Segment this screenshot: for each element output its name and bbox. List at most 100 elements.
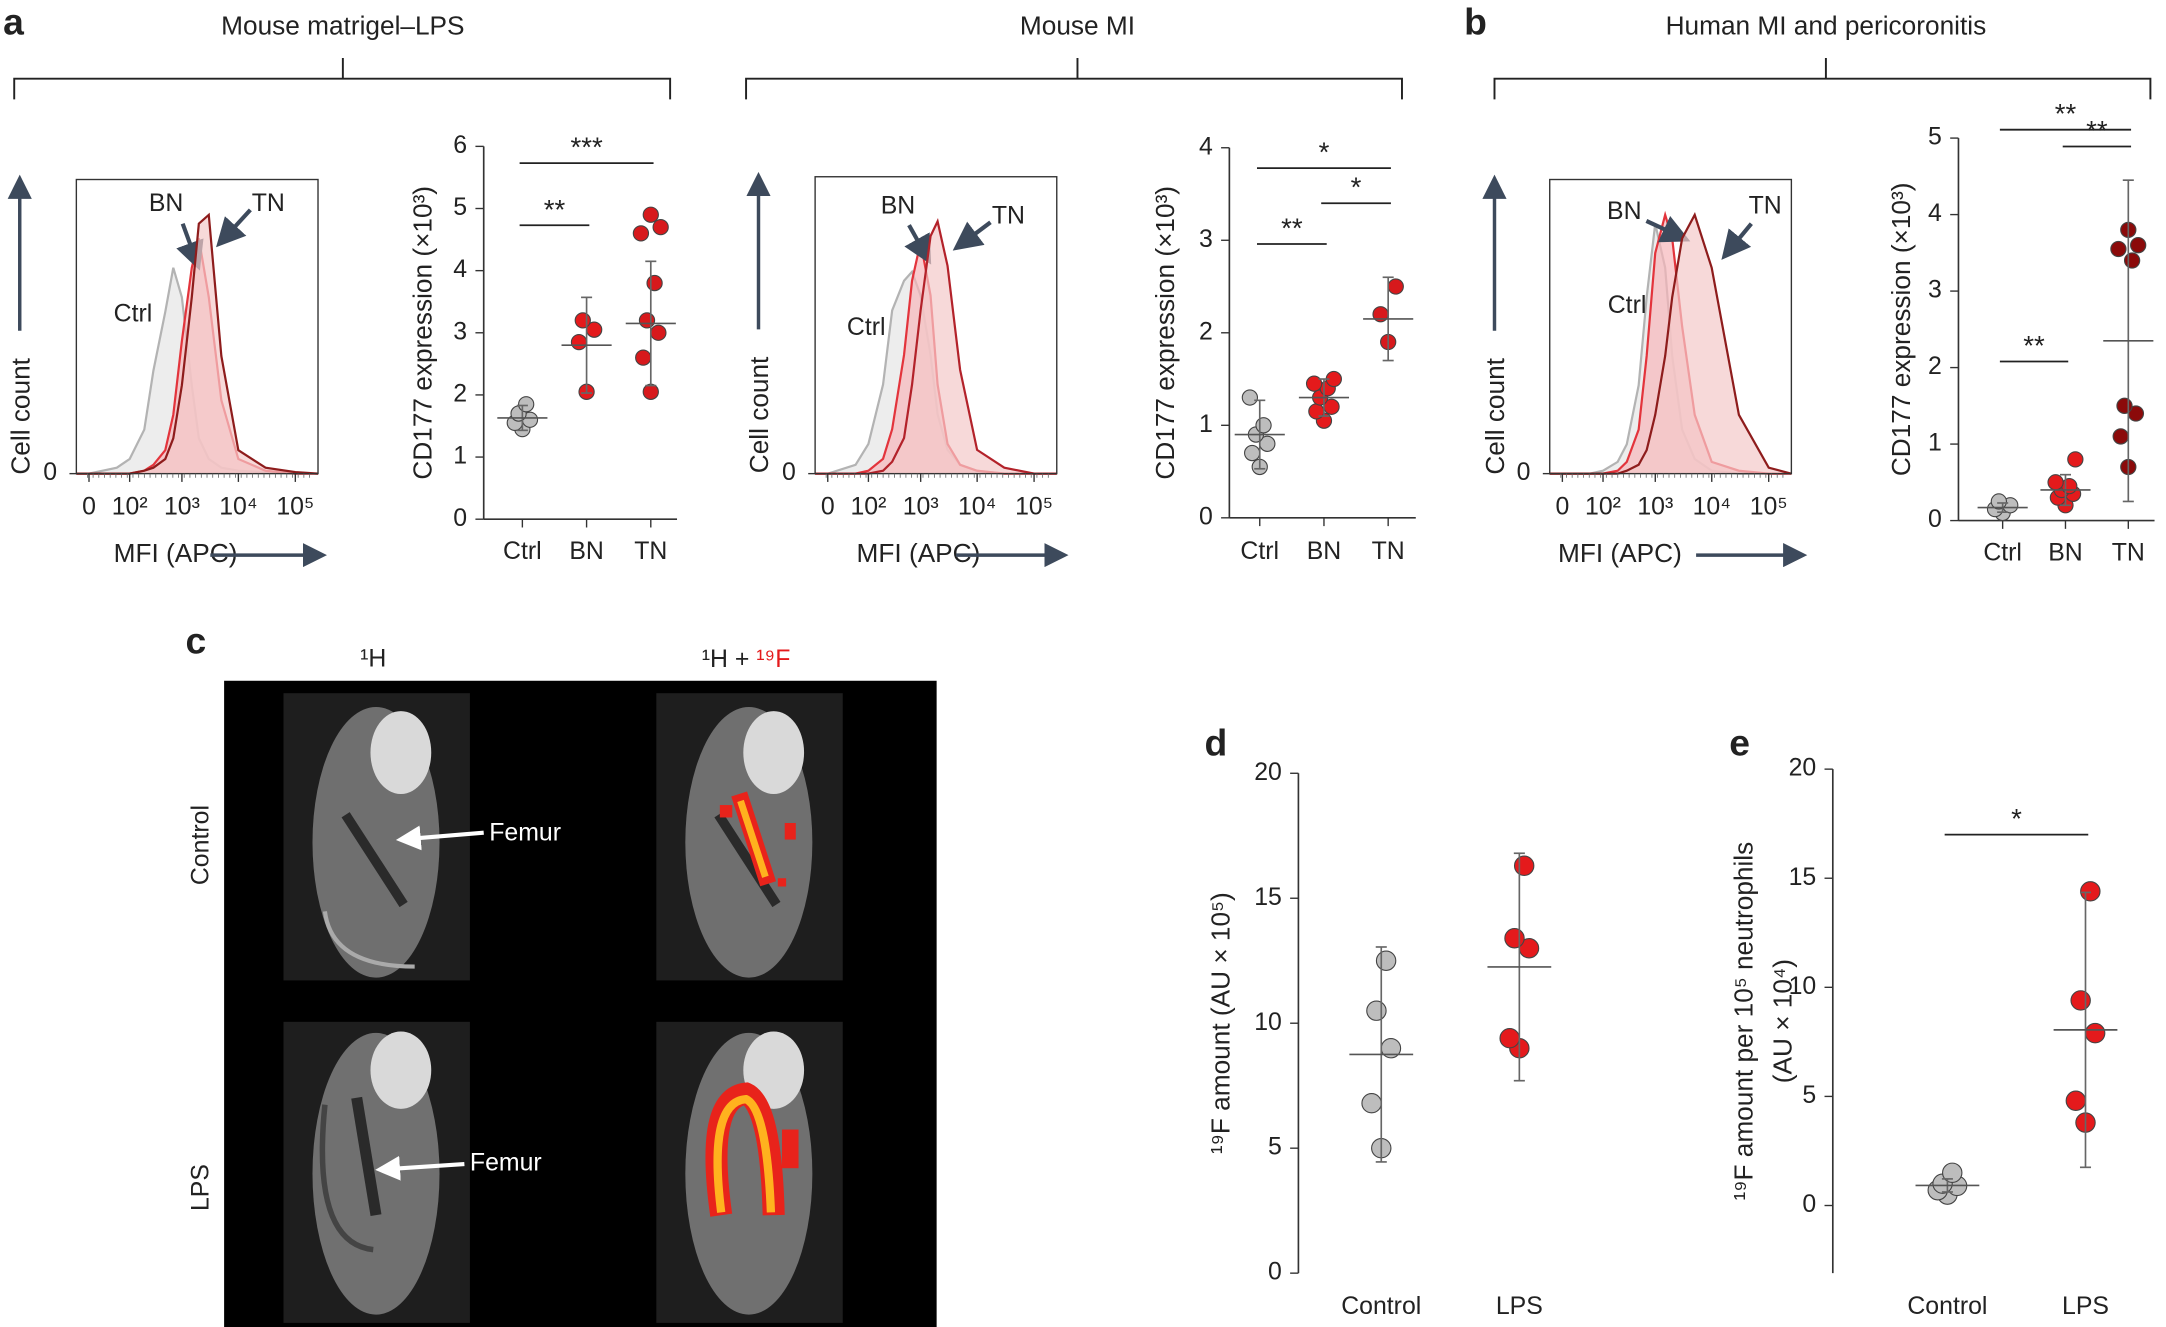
bracket [745,57,1403,100]
annotation: Femur [470,1150,542,1177]
y-tick-label: 15 [1254,884,1282,911]
mri-image [656,1021,843,1323]
x-axis-label: MFI (APC) [1558,538,1682,568]
significance-label: * [1351,172,1362,203]
y-tick-label: 0 [1268,1259,1282,1286]
y-axis-label: CD177 expression (×10³) [1886,183,1916,477]
series-label: TN [252,190,285,217]
x-tick-label: 10⁴ [219,494,257,521]
data-point [2112,428,2129,445]
column-label: ¹H + ¹⁹F [702,646,791,673]
y-tick-label: 0 [1802,1191,1816,1218]
significance-label: ** [1281,212,1303,243]
y-tick-label: 10 [1254,1009,1282,1036]
x-tick-label: 10⁵ [1750,494,1788,521]
dot-plot: 0 5 10 15 20 Control LPS ¹⁹F amount (AU × 10⁵) [1205,759,1552,1320]
x-tick-label: 10⁵ [276,494,314,521]
x-tick-label: 10³ [1637,494,1673,521]
y-axis-label: ¹⁹F amount per 10⁵ neutrophils [1729,842,1759,1201]
y-tick-label: 5 [1928,124,1942,151]
bracket [13,57,672,100]
data-point [642,206,659,223]
plot-frame [75,178,319,475]
y-tick-label: 2 [453,380,467,407]
y-tick-label: 0 [453,505,467,532]
y-tick-label: 4 [453,256,467,283]
data-point [1305,375,1323,392]
annotation: Femur [489,820,561,847]
series-label: BN [881,193,916,220]
data-point [1387,278,1404,295]
x-axis-label: MFI (APC) [857,538,981,568]
y-tick-label: 0 [43,459,57,486]
flow-histogram: Ctrl BN TN 0 10² 10³ 10⁴ 10⁵ 0 Cell count MFI (APC… [1480,174,1808,568]
row-label: Control [188,805,215,885]
x-tick-label: BN [1307,538,1342,565]
x-tick-label: TN [1372,538,1405,565]
y-tick-label: 5 [1268,1134,1282,1161]
x-tick-label: Ctrl [503,538,542,565]
data-point [2080,881,2101,902]
y-tick-label: 15 [1789,864,1817,891]
y-tick-label: 0 [1199,503,1213,530]
y-axis-label: ¹⁹F amount (AU × 10⁵) [1205,892,1235,1154]
data-point [1366,1000,1387,1021]
data-point [2065,1090,2087,1111]
label-arrow [952,220,992,251]
row-label: LPS [188,1164,215,1211]
series-label: Ctrl [847,314,886,341]
histogram-area [815,271,1057,474]
x-tick-label: 0 [821,494,835,521]
section-title: Mouse matrigel–LPS [221,11,464,41]
panel-label: a [3,1,24,43]
histogram-area [815,221,1057,474]
y-tick-label: 3 [1199,226,1213,253]
data-point [642,383,659,400]
x-tick-label: 0 [1555,494,1569,521]
y-axis-label: Cell count [5,357,35,474]
data-point [635,349,652,366]
series-label: TN [1749,193,1782,220]
data-point [2123,252,2141,269]
bracket [1493,57,2152,100]
data-point [1499,1027,1520,1049]
y-tick-label: 4 [1199,133,1213,160]
y-tick-label: 2 [1199,318,1213,345]
panel-label: d [1205,722,1228,764]
column-label-part: ¹⁹F [756,646,790,673]
data-point [2047,474,2064,491]
series-label: BN [149,190,184,217]
label-arrow [216,208,252,248]
y-axis-label: (AU × 10⁴) [1767,959,1797,1083]
x-tick-label: 10³ [903,494,939,521]
data-point [1513,855,1535,876]
data-point [638,312,656,329]
significance-label: *** [570,132,602,163]
x-tick-label: BN [2048,539,2083,566]
femur-arrow [395,825,484,851]
histogram-area [1549,214,1792,474]
series-label: Ctrl [114,300,153,327]
mri-panel: Femur Femur [224,680,937,1327]
data-point [2070,990,2091,1011]
series-label: BN [1607,198,1642,225]
data-point [574,312,591,329]
x-tick-label: BN [569,538,604,565]
dot-plot: 0 1 2 3 4 5 Ctrl BN TN CD177 expression (×10³) ** *… [1886,98,2155,566]
data-point [1504,928,1525,949]
label-arrow [904,224,932,265]
label-arrow [1721,222,1753,260]
significance-label: ** [2055,98,2077,129]
x-tick-label: 10⁴ [958,494,996,521]
data-point [1241,389,1259,406]
x-tick-label: Ctrl [1983,539,2022,566]
y-tick-label: 4 [1928,200,1942,227]
label-arrow [1645,215,1691,243]
x-tick-label: Control [1907,1293,1987,1320]
x-tick-label: 10³ [164,494,200,521]
x-tick-label: TN [634,538,667,565]
histogram-area [76,214,319,474]
mri-image [283,1021,470,1323]
x-tick-label: Control [1341,1293,1421,1320]
x-tick-label: 10⁵ [1015,494,1053,521]
